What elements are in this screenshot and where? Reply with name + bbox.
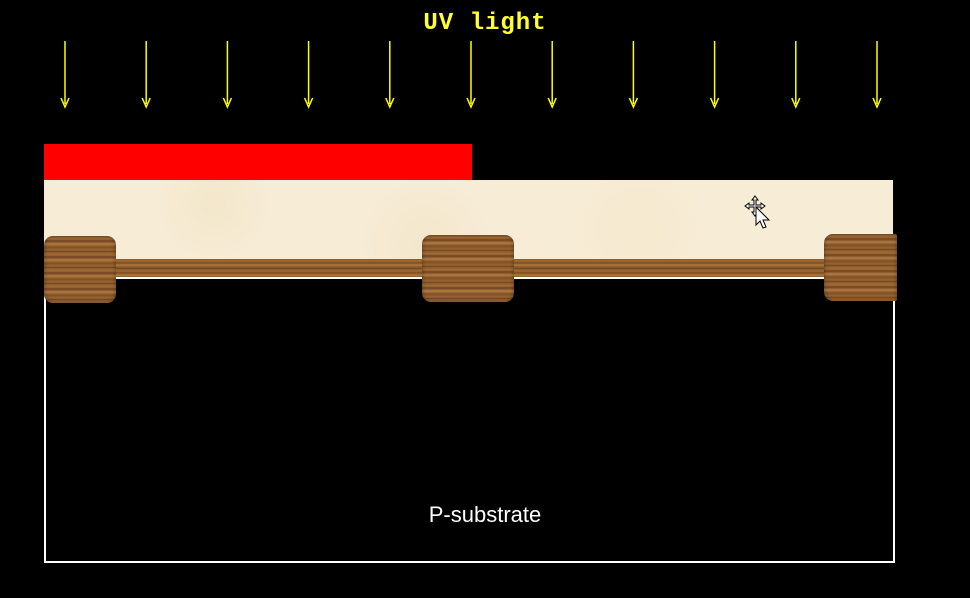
uv-arrow — [385, 41, 395, 109]
uv-arrow — [303, 41, 314, 109]
uv-arrow — [628, 41, 639, 109]
substrate-label: P-substrate — [428, 502, 542, 527]
uv-light-label: UV light — [423, 10, 547, 37]
photoresist-mask-layer — [44, 144, 472, 180]
uv-arrow — [466, 41, 476, 109]
uv-arrows — [60, 41, 882, 109]
move-cursor-icon — [744, 195, 771, 229]
uv-arrow — [791, 41, 801, 109]
uv-arrow — [222, 41, 233, 109]
field-oxide-block-right — [824, 234, 897, 301]
field-oxide-block-left — [44, 236, 116, 303]
uv-arrow — [60, 41, 70, 109]
uv-arrow — [872, 41, 882, 109]
uv-arrow — [547, 41, 557, 109]
p-substrate-region — [44, 277, 895, 563]
uv-arrow — [709, 41, 720, 109]
uv-arrow — [141, 41, 151, 109]
field-oxide-block-middle — [422, 235, 514, 302]
